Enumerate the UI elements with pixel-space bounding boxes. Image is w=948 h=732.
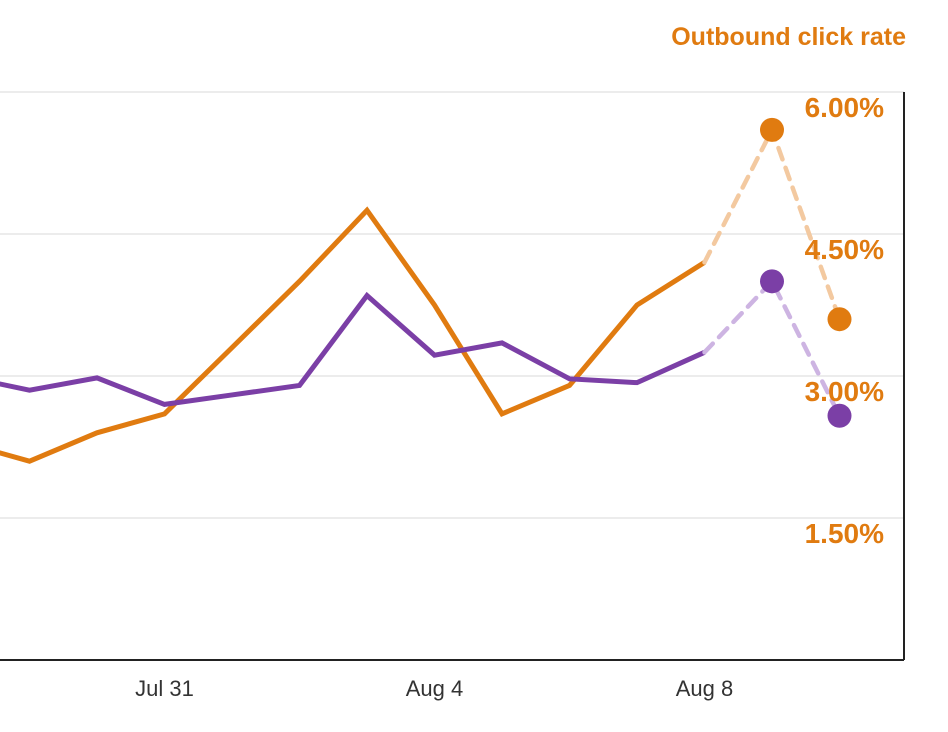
y-tick-labels: 1.50% 3.00% 4.50% 6.00% <box>805 92 884 549</box>
forecast-point[interactable] <box>827 403 852 428</box>
x-tick-label: Jul 31 <box>135 676 194 701</box>
x-tick-labels: Jul 31 Aug 4 Aug 8 <box>135 676 733 701</box>
grid-lines <box>0 91 904 519</box>
x-tick-label: Aug 8 <box>676 676 734 701</box>
y-tick-label: 6.00% <box>805 92 884 123</box>
series-0 <box>0 117 852 464</box>
forecast-point[interactable] <box>760 117 784 142</box>
y-tick-label: 4.50% <box>805 234 884 265</box>
x-tick-label: Aug 4 <box>406 676 464 701</box>
series-1 <box>0 269 852 428</box>
series-line <box>0 206 706 464</box>
forecast-point[interactable] <box>760 269 784 294</box>
series-line <box>0 291 706 407</box>
forecast-point[interactable] <box>827 307 852 332</box>
y-tick-label: 1.50% <box>805 518 884 549</box>
y-axis-title: Outbound click rate <box>671 23 906 51</box>
y-tick-label: 3.00% <box>805 376 884 407</box>
series-lines <box>0 117 852 464</box>
